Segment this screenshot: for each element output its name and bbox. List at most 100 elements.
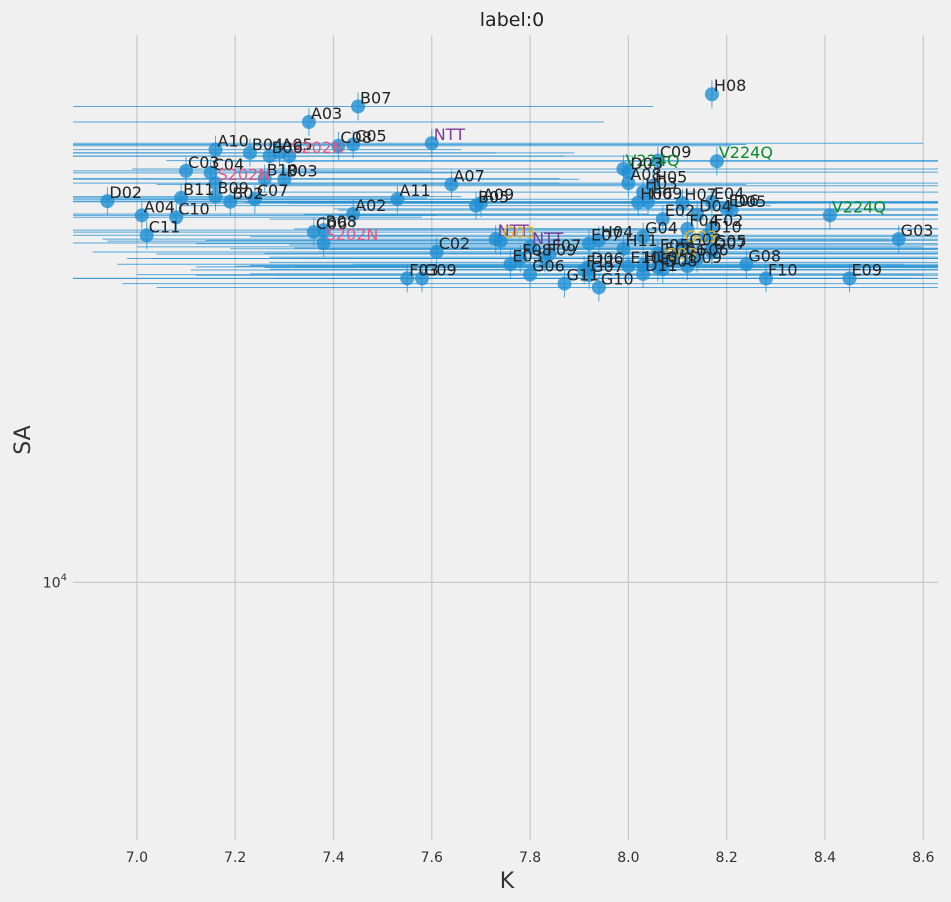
point-label: F03 — [409, 260, 439, 279]
data-point — [758, 271, 773, 286]
point-label: F02 — [714, 211, 744, 230]
point-label: C10 — [178, 199, 210, 218]
point-label: A05 — [281, 135, 312, 154]
data-point — [306, 225, 321, 240]
point-label: D09 — [689, 248, 722, 267]
data-point — [621, 176, 636, 191]
point-label: A08 — [630, 165, 661, 184]
point-label: F06 — [699, 240, 729, 259]
data-point — [316, 236, 331, 251]
point-label: V224Q — [625, 151, 679, 170]
data-point — [424, 136, 439, 151]
point-label: G09 — [424, 260, 457, 279]
point-label: G10 — [601, 269, 634, 288]
point-label: E11 — [660, 249, 690, 268]
point-label: D05 — [734, 192, 767, 211]
data-point — [346, 137, 361, 152]
point-label: E10 — [630, 248, 660, 267]
point-label: D10 — [709, 217, 742, 236]
point-label: B10 — [267, 161, 298, 180]
point-label: F08 — [522, 240, 552, 259]
point-label: C05 — [355, 126, 387, 145]
point-label: G07 — [591, 257, 624, 276]
point-label: D03 — [630, 154, 663, 173]
point-label: A10 — [218, 132, 249, 151]
point-label: B08 — [326, 212, 357, 231]
data-point — [655, 212, 670, 227]
error-bars — [73, 80, 938, 302]
point-label: C09 — [660, 143, 692, 162]
data-point — [351, 99, 366, 114]
point-label: H04 — [601, 222, 633, 241]
point-label: B02 — [232, 184, 263, 203]
chart-title: label:0 — [480, 9, 544, 31]
data-point — [179, 163, 194, 178]
point-label: H08 — [714, 76, 746, 95]
point-label: H05 — [655, 168, 687, 187]
point-label: S202N — [291, 138, 344, 157]
data-point — [690, 251, 705, 266]
point-label: S202N — [326, 225, 379, 244]
point-label: C06 — [316, 214, 348, 233]
data-point — [621, 259, 636, 274]
point-label: F05 — [660, 235, 690, 254]
point-label: S202N — [218, 165, 271, 184]
point-label: G03 — [503, 223, 536, 242]
data-point — [704, 194, 719, 209]
data-point — [582, 236, 597, 251]
data-point — [537, 251, 552, 266]
point-label: B04 — [252, 135, 283, 154]
x-tick-label: 7.0 — [126, 850, 148, 866]
point-label: H03 — [645, 174, 677, 193]
data-point — [650, 153, 665, 168]
point-label: B03 — [286, 161, 317, 180]
data-point — [169, 210, 184, 225]
point-label: C02 — [439, 234, 471, 253]
data-point — [842, 271, 857, 286]
point-label: G03 — [901, 221, 934, 240]
data-point — [331, 138, 346, 153]
point-label: G03 — [665, 244, 698, 263]
point-label: NTT — [498, 221, 529, 240]
point-label: E06 — [729, 191, 759, 210]
data-point — [680, 259, 695, 274]
point-label: F09 — [547, 240, 577, 259]
point-label: E04 — [714, 184, 744, 203]
data-point — [174, 190, 189, 205]
point-label: C04 — [213, 155, 245, 174]
data-point — [429, 245, 444, 260]
data-point — [616, 241, 631, 256]
data-point — [709, 154, 724, 169]
data-point — [346, 207, 361, 222]
point-label: H06 — [640, 184, 672, 203]
point-label: H10 — [645, 248, 677, 267]
point-label: A07 — [453, 166, 484, 185]
point-label: G03 — [684, 227, 717, 246]
data-point — [208, 142, 223, 157]
point-label: G04 — [645, 219, 678, 238]
data-point — [591, 280, 606, 295]
data-point — [675, 196, 690, 211]
point-label: C06 — [675, 240, 707, 259]
data-point — [680, 241, 695, 256]
point-label: V224Q — [719, 143, 773, 162]
x-tick-label: 7.2 — [224, 850, 246, 866]
point-label: E02 — [665, 201, 695, 220]
point-label: B06 — [272, 138, 303, 157]
data-point — [503, 257, 518, 272]
point-label: NTT — [532, 229, 563, 248]
data-point — [469, 198, 484, 213]
data-point — [636, 266, 651, 281]
point-label: F10 — [768, 260, 798, 279]
data-point — [262, 149, 277, 164]
x-axis-label: K — [500, 869, 515, 894]
point-label: NTT — [434, 125, 465, 144]
point-label: C08 — [340, 128, 372, 147]
data-point — [257, 171, 272, 186]
data-point — [444, 177, 459, 192]
point-label: D07 — [714, 234, 747, 253]
y-tick-exponent: 4 — [61, 572, 67, 583]
x-tick-labels: 7.0 7.2 7.4 7.6 7.8 8.0 8.2 8.4 8.6 — [126, 850, 935, 866]
x-tick-label: 8.6 — [912, 850, 934, 866]
